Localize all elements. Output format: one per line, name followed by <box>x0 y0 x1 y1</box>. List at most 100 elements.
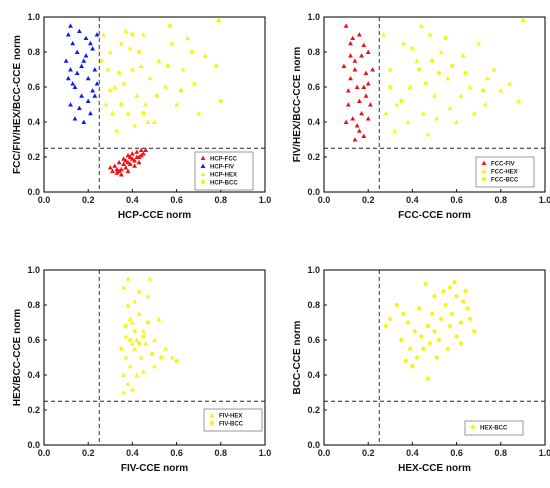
data-point <box>150 351 155 357</box>
data-point <box>132 163 138 168</box>
data-point <box>99 58 104 63</box>
legend-label: FCC-BCC <box>491 178 519 184</box>
data-point <box>116 168 122 174</box>
data-point <box>132 346 138 351</box>
data-point <box>432 93 437 98</box>
x-tick-label: 0.2 <box>362 195 375 205</box>
data-point <box>70 40 76 46</box>
data-point <box>436 70 442 76</box>
data-point <box>123 334 129 339</box>
data-point <box>136 49 142 55</box>
data-point <box>169 40 175 46</box>
data-point <box>365 116 371 121</box>
data-point <box>141 111 146 116</box>
data-point <box>163 84 168 90</box>
data-point <box>416 67 422 72</box>
data-point <box>68 102 73 107</box>
data-point <box>147 75 153 81</box>
y-tick-label: 0.2 <box>307 152 320 162</box>
data-point <box>145 320 150 325</box>
data-point <box>356 98 362 104</box>
data-point <box>110 168 115 174</box>
data-point <box>132 329 137 334</box>
x-tick-label: 1.0 <box>259 448 272 458</box>
data-point <box>445 75 451 81</box>
data-point <box>458 320 464 325</box>
data-point <box>88 40 93 46</box>
data-point <box>159 355 164 360</box>
data-point <box>72 84 78 90</box>
data-point <box>141 369 146 374</box>
data-point <box>125 110 131 116</box>
data-point <box>81 119 87 125</box>
data-point <box>118 40 124 46</box>
data-point <box>189 49 195 55</box>
data-point <box>368 102 373 107</box>
x-tick-label: 0.4 <box>406 195 419 205</box>
data-point <box>401 311 406 316</box>
x-tick-label: 0.2 <box>82 195 95 205</box>
data-point <box>118 166 124 172</box>
x-tick-label: 1.0 <box>539 195 550 205</box>
data-point <box>345 88 351 93</box>
data-point <box>454 294 459 299</box>
plot-frame <box>43 269 266 446</box>
data-point <box>414 58 420 63</box>
data-point <box>465 306 470 311</box>
data-point <box>134 337 140 343</box>
data-point <box>141 32 146 37</box>
y-axis-label: FIV/HEX/BCC-CCE norm <box>292 47 303 163</box>
data-point <box>125 276 131 281</box>
data-point <box>454 334 459 339</box>
data-point <box>141 328 146 334</box>
x-tick-label: 0.4 <box>126 195 139 205</box>
data-point <box>467 316 472 322</box>
data-point <box>63 58 69 63</box>
data-point <box>394 302 400 308</box>
x-tick-label: 0.0 <box>38 195 51 205</box>
data-point <box>467 84 473 90</box>
legend-label: HCP-HEX <box>210 173 237 179</box>
data-point <box>114 170 120 175</box>
data-point <box>145 119 151 125</box>
data-point <box>354 84 360 90</box>
legend-box <box>203 408 263 432</box>
y-axis-label: FCC/FIV/HEX/BCC-CCE norm <box>12 35 23 174</box>
data-point <box>463 70 468 76</box>
data-point <box>125 159 131 165</box>
data-point <box>127 316 133 322</box>
data-point <box>516 98 521 104</box>
data-point <box>83 35 89 41</box>
data-point <box>425 376 430 381</box>
data-point <box>361 84 367 90</box>
data-point <box>127 46 133 51</box>
data-point <box>450 63 455 69</box>
data-point <box>350 116 356 121</box>
legend-marker <box>470 424 476 430</box>
data-point <box>481 88 486 93</box>
data-point <box>136 288 142 294</box>
data-point <box>416 306 422 311</box>
y-tick-label: 0.8 <box>307 47 320 57</box>
chart-panel-2: 0.0 0.2 0.4 0.6 0.8 1.0 0.0 0.2 0.4 0.6 0.8 1.0 FCC-… <box>292 12 550 221</box>
data-point <box>152 363 157 369</box>
data-point <box>65 75 71 81</box>
legend-label: FIV-BCC <box>219 422 244 428</box>
x-tick-label: 0.6 <box>170 448 183 458</box>
data-point <box>101 32 107 37</box>
data-point <box>343 119 349 125</box>
data-point <box>112 163 118 168</box>
data-point <box>123 28 129 34</box>
x-tick-label: 0.8 <box>495 195 508 205</box>
data-point <box>110 110 115 116</box>
x-tick-label: 0.6 <box>450 195 463 205</box>
legend: HCP-FCC HCP-FIV HCP-HEX HCP-BCC <box>194 151 254 191</box>
data-point <box>383 323 388 329</box>
data-point <box>125 302 131 308</box>
data-point <box>491 67 497 72</box>
data-point <box>392 128 398 133</box>
data-point <box>180 67 186 72</box>
x-tick-label: 1.0 <box>259 195 272 205</box>
data-point <box>421 346 426 351</box>
data-point <box>121 81 126 86</box>
